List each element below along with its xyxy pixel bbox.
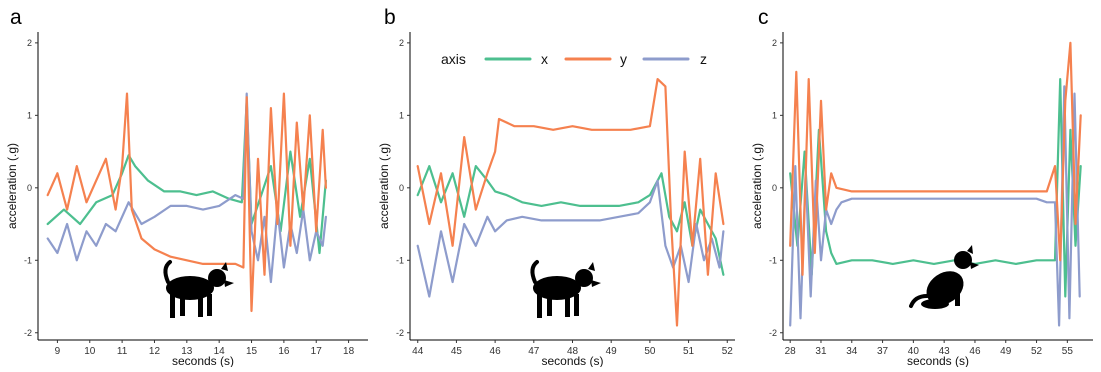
legend-label-y: y <box>620 51 627 67</box>
y-tick-label: 2 <box>399 38 404 48</box>
series-line-z <box>46 92 327 284</box>
x-axis-title: seconds (s) <box>172 354 234 367</box>
x-tick-label: 52 <box>722 346 734 357</box>
x-tick-label: 11 <box>117 346 128 357</box>
x-tick-label: 9 <box>55 346 61 357</box>
x-tick-label: 49 <box>1000 346 1012 357</box>
legend: axis x y z <box>441 51 707 67</box>
x-tick-label: 34 <box>846 346 858 357</box>
x-tick-label: 17 <box>311 346 323 357</box>
x-tick-label: 31 <box>815 346 827 357</box>
panel-b: b -2 -1 0 1 2 44 45 46 47 48 49 50 51 52 seconds (s) acc… <box>377 6 735 368</box>
x-tick-label: 45 <box>451 346 463 357</box>
x-tick-label: 13 <box>181 346 193 357</box>
x-tick-label: 47 <box>528 346 540 357</box>
x-axis-title: seconds (s) <box>541 354 603 367</box>
y-tick-label: 0 <box>399 183 404 193</box>
dog-silhouette-icon <box>163 260 234 318</box>
x-tick-label: 37 <box>877 346 889 357</box>
x-tick-label: 15 <box>246 346 258 357</box>
dog-sitting-silhouette-icon <box>909 245 979 309</box>
legend-label-x: x <box>541 51 548 67</box>
y-tick-label: 0 <box>772 183 777 193</box>
x-tick-label: 12 <box>149 346 161 357</box>
x-tick-label: 28 <box>785 346 797 357</box>
x-tick-label: 48 <box>567 346 579 357</box>
x-tick-label: 43 <box>939 346 951 357</box>
y-tick-label: 2 <box>772 38 777 48</box>
y-tick-label: 0 <box>27 183 32 193</box>
x-tick-label: 14 <box>214 346 226 357</box>
y-axis-title: acceleration (.g) <box>750 143 764 229</box>
y-tick-label: -1 <box>769 255 777 265</box>
panel-label: a <box>10 6 22 29</box>
y-tick-label: 1 <box>772 110 777 120</box>
y-tick-label: 1 <box>27 110 32 120</box>
x-tick-label: 46 <box>969 346 981 357</box>
y-tick-label: 2 <box>27 38 32 48</box>
series-line-y <box>789 41 1082 276</box>
y-axis-title: acceleration (.g) <box>377 143 391 229</box>
dog-silhouette-icon <box>530 260 601 318</box>
x-tick-label: 51 <box>683 346 695 357</box>
series-line-x <box>789 78 1082 298</box>
x-tick-label: 46 <box>490 346 502 357</box>
x-tick-label: 18 <box>343 346 355 357</box>
series-line-y <box>416 78 725 327</box>
x-tick-label: 44 <box>412 346 424 357</box>
legend-title: axis <box>441 51 466 67</box>
y-tick-label: -2 <box>396 328 404 338</box>
y-tick-label: 1 <box>399 110 404 120</box>
legend-label-z: z <box>700 51 707 67</box>
y-tick-label: -2 <box>769 328 777 338</box>
x-tick-label: 10 <box>84 346 96 357</box>
x-tick-label: 52 <box>1031 346 1043 357</box>
x-tick-label: 40 <box>908 346 920 357</box>
y-tick-label: -2 <box>24 328 32 338</box>
x-tick-label: 16 <box>278 346 290 357</box>
series-line-y <box>46 92 327 313</box>
x-axis-title: seconds (s) <box>907 354 969 367</box>
x-tick-label: 55 <box>1062 346 1074 357</box>
y-axis-title: acceleration (.g) <box>5 143 19 229</box>
y-tick-label: -1 <box>396 255 404 265</box>
x-tick-label: 49 <box>606 346 618 357</box>
series-line-z <box>416 179 725 298</box>
panel-c: c -2 -1 0 1 2 28 31 34 37 40 43 46 49 52 55 seconds (s) a… <box>750 6 1093 368</box>
y-tick-label: -1 <box>24 255 32 265</box>
panel-label: c <box>758 6 769 29</box>
panel-label: b <box>384 6 396 29</box>
x-tick-label: 50 <box>644 346 656 357</box>
